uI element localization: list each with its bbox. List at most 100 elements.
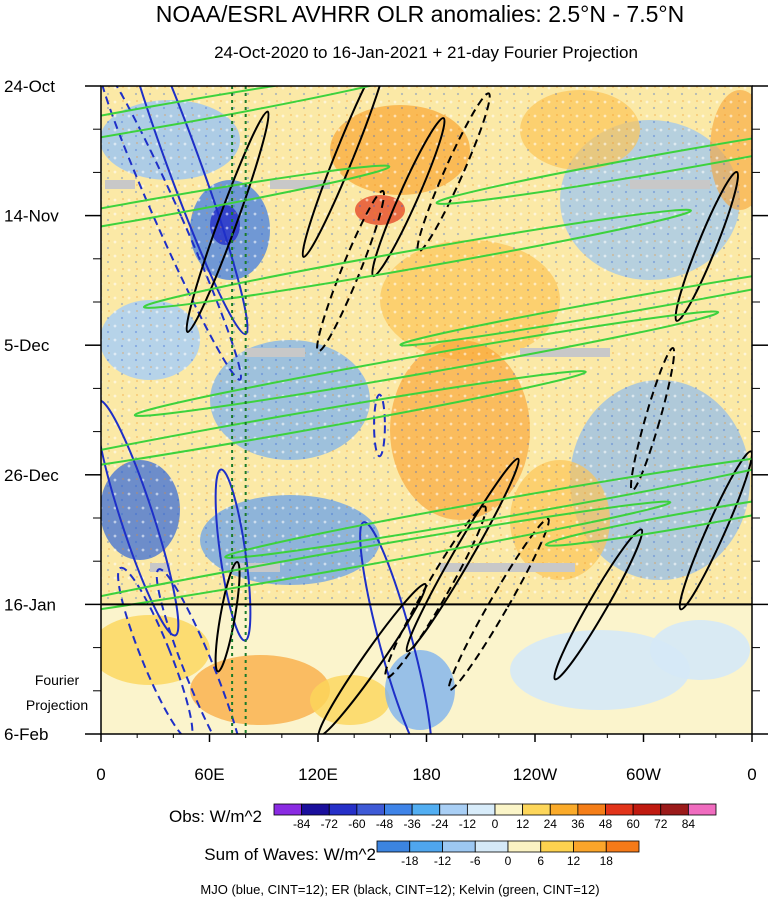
colorbar-tick-label: -48	[376, 817, 394, 831]
er-contour	[316, 189, 385, 353]
er-contour	[678, 450, 752, 611]
chart-subtitle: 24-Oct-2020 to 16-Jan-2021 + 21-day Four…	[214, 43, 638, 62]
colorbar-tick-label: -18	[401, 854, 419, 868]
er-contour	[674, 170, 739, 322]
colorbar-swatch	[384, 803, 413, 816]
kelvin-contour	[142, 208, 692, 309]
colorbar-tick-label: 12	[516, 817, 530, 831]
colorbar-swatch	[376, 840, 411, 853]
obs-colorbar-label: Obs: W/m^2	[169, 807, 262, 826]
colorbar-swatch	[273, 803, 303, 816]
x-axis: 0 60E 120E 180 120W 60W 0	[96, 734, 757, 784]
colorbar-swatch	[474, 840, 509, 853]
er-contour	[185, 110, 270, 334]
colorbar-swatch	[522, 803, 551, 816]
x-tick-label: 60E	[194, 765, 224, 784]
x-tick-label: 120W	[513, 765, 557, 784]
colorbar-swatch	[356, 803, 385, 816]
y-axis: 24-Oct 14-Nov 5-Dec 26-Dec 16-Jan 6-Feb	[4, 77, 768, 744]
colorbar-swatch	[466, 803, 496, 816]
kelvin-contour	[101, 500, 672, 622]
er-contour	[405, 457, 520, 653]
waves-colorbar-label: Sum of Waves: W/m^2	[204, 845, 376, 864]
colorbar-tick-label: 0	[505, 854, 512, 868]
mjo-contour	[101, 86, 242, 381]
colorbar-tick-label: -60	[348, 817, 366, 831]
colorbar-tick-label: -6	[470, 854, 481, 868]
y-tick-label: 16-Jan	[4, 595, 56, 614]
kelvin-contour	[101, 370, 587, 481]
mjo-contour	[373, 393, 386, 458]
y-tick-label: 6-Feb	[4, 725, 48, 744]
kelvin-contour	[435, 115, 752, 205]
colorbar-swatch	[632, 803, 662, 816]
colorbar-swatch	[409, 840, 443, 853]
colorbar-swatch	[507, 840, 542, 853]
colorbar-tick-label: 12	[567, 854, 581, 868]
colorbar-tick-label: 60	[626, 817, 640, 831]
y-tick-label: 24-Oct	[4, 77, 55, 96]
colorbar-swatch	[605, 803, 634, 816]
obs-colorbar: Obs: W/m^2 -84 -72 -60 -48 -36 -24 -12 0 12 24 36 4…	[169, 803, 717, 831]
kelvin-contour	[224, 452, 752, 559]
colorbar-tick-label: -72	[321, 817, 339, 831]
er-contour	[416, 92, 491, 253]
er-contour	[629, 347, 676, 492]
x-tick-label: 120E	[298, 765, 338, 784]
colorbar-tick-label: -84	[293, 817, 311, 831]
y-tick-label: 26-Dec	[4, 466, 59, 485]
chart-title: NOAA/ESRL AVHRR OLR anomalies: 2.5°N - 7…	[156, 1, 684, 27]
er-contour	[447, 517, 550, 692]
vertical-reference-lines	[231, 86, 247, 734]
mjo-contour	[116, 86, 249, 336]
er-contour	[214, 561, 241, 673]
colorbar-swatch	[687, 803, 717, 816]
waves-colorbar: Sum of Waves: W/m^2 -18 -12 -6 0 6 12 18	[204, 840, 640, 868]
kelvin-contour	[544, 489, 752, 547]
colorbar-swatch	[439, 803, 468, 816]
colorbar-tick-label: 0	[492, 817, 499, 831]
colorbar-swatch	[411, 803, 441, 816]
colorbar-swatch	[549, 803, 579, 816]
colorbar-swatch	[442, 840, 476, 853]
colorbar-swatch	[494, 803, 524, 816]
colorbar-tick-label: 6	[537, 854, 544, 868]
colorbar-swatch	[301, 803, 330, 816]
legend-note: MJO (blue, CINT=12); ER (black, CINT=12)…	[200, 882, 599, 897]
er-contour	[553, 528, 644, 681]
x-tick-label: 60W	[626, 765, 661, 784]
projection-label-line-2: Projection	[26, 697, 88, 713]
colorbar-tick-label: 72	[654, 817, 668, 831]
colorbar-tick-label: 18	[600, 854, 614, 868]
kelvin-contour	[133, 310, 720, 417]
x-tick-label: 0	[747, 765, 756, 784]
colorbar-tick-label: 36	[571, 817, 585, 831]
colorbar-tick-label: -24	[431, 817, 449, 831]
mjo-contour	[101, 399, 180, 637]
colorbar-tick-label: 24	[544, 817, 558, 831]
kelvin-contour	[399, 257, 752, 347]
colorbar-swatch	[540, 840, 574, 853]
colorbar-swatch	[577, 803, 606, 816]
plot-area	[101, 86, 752, 734]
colorbar-swatch	[605, 840, 640, 853]
projection-label-line-1: Fourier	[35, 672, 80, 688]
mjo-contour	[359, 521, 433, 734]
colorbar-tick-label: 84	[682, 817, 696, 831]
er-contour	[317, 582, 427, 734]
colorbar-swatch	[660, 803, 689, 816]
y-tick-label: 5-Dec	[4, 336, 50, 355]
colorbar-swatch	[328, 803, 358, 816]
colorbar-swatch	[573, 840, 607, 853]
er-contour	[301, 86, 389, 258]
mjo-contour	[155, 568, 246, 734]
colorbar-tick-label: 48	[599, 817, 613, 831]
y-tick-label: 14-Nov	[4, 207, 59, 226]
projection-anomaly-blobs	[101, 615, 750, 730]
x-tick-label: 0	[96, 765, 105, 784]
colorbar-tick-label: -12	[459, 817, 477, 831]
colorbar-tick-label: -12	[434, 854, 452, 868]
kelvin-contour	[101, 164, 391, 255]
x-tick-label: 180	[412, 765, 440, 784]
